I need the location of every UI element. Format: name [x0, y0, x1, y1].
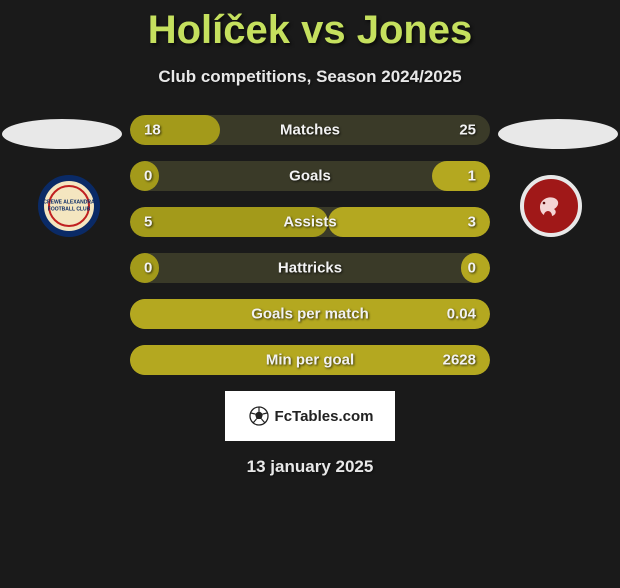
- club-badge-left-inner: CREWE ALEXANDRA FOOTBALL CLUB: [48, 185, 90, 227]
- badge-left-line1: CREWE ALEXANDRA: [43, 200, 94, 207]
- stat-value-right: 0.04: [447, 306, 476, 323]
- oval-left: [2, 119, 122, 149]
- stat-bar-right-fill: [328, 207, 490, 237]
- comparison-container: CREWE ALEXANDRA FOOTBALL CLUB 18 Matches 2…: [0, 115, 620, 375]
- stat-value-right: 25: [459, 122, 476, 139]
- stat-value-left: 5: [144, 214, 152, 231]
- page-title: Holíček vs Jones: [0, 8, 620, 53]
- stat-label: Goals per match: [251, 306, 369, 323]
- stat-label: Min per goal: [266, 352, 354, 369]
- stat-row: Min per goal 2628: [130, 345, 490, 375]
- club-badge-right: [520, 175, 582, 237]
- footer-brand-text: FcTables.com: [275, 408, 374, 425]
- stat-value-left: 0: [144, 168, 152, 185]
- club-badge-left-text: CREWE ALEXANDRA FOOTBALL CLUB: [43, 200, 94, 213]
- stat-value-right: 1: [468, 168, 476, 185]
- subtitle: Club competitions, Season 2024/2025: [0, 67, 620, 87]
- stats-bars: 18 Matches 25 0 Goals 1 5 Assists 3 0 Hattricks 0 Go…: [130, 115, 490, 375]
- stat-row: 5 Assists 3: [130, 207, 490, 237]
- stat-value-right: 3: [468, 214, 476, 231]
- date-text: 13 january 2025: [0, 457, 620, 477]
- footer-brand-box: FcTables.com: [225, 391, 395, 441]
- oval-right: [498, 119, 618, 149]
- stat-value-left: 0: [144, 260, 152, 277]
- stat-value-right: 2628: [443, 352, 476, 369]
- stat-value-left: 18: [144, 122, 161, 139]
- stat-row: 18 Matches 25: [130, 115, 490, 145]
- stat-label: Assists: [283, 214, 336, 231]
- badge-left-line2: FOOTBALL CLUB: [43, 206, 94, 213]
- stat-label: Matches: [280, 122, 340, 139]
- soccer-ball-icon: [247, 404, 271, 428]
- stat-bar-right-fill: [432, 161, 490, 191]
- shrimp-icon: [534, 189, 568, 223]
- stat-value-right: 0: [468, 260, 476, 277]
- stat-row: 0 Goals 1: [130, 161, 490, 191]
- stat-label: Hattricks: [278, 260, 342, 277]
- stat-label: Goals: [289, 168, 331, 185]
- stat-row: Goals per match 0.04: [130, 299, 490, 329]
- stat-row: 0 Hattricks 0: [130, 253, 490, 283]
- club-badge-left: CREWE ALEXANDRA FOOTBALL CLUB: [38, 175, 100, 237]
